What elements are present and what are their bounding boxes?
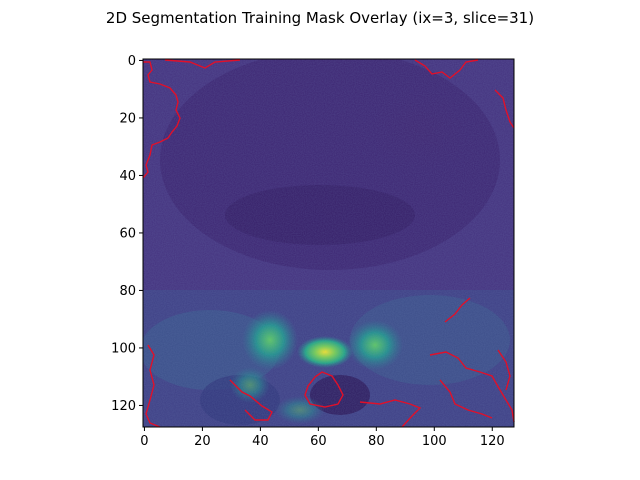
x-tick-label: 80 xyxy=(368,434,385,449)
x-axis: 0 20 40 60 80 100 120 xyxy=(140,427,505,449)
y-tick-label: 20 xyxy=(119,111,136,126)
y-tick-label: 100 xyxy=(111,341,136,356)
mri-image xyxy=(143,59,514,427)
x-tick-label: 60 xyxy=(310,434,327,449)
y-tick-label: 0 xyxy=(128,54,136,69)
y-axis: 0 20 40 60 80 100 120 xyxy=(111,54,143,414)
y-tick-label: 80 xyxy=(119,284,136,299)
x-tick-label: 100 xyxy=(422,434,447,449)
x-tick-label: 120 xyxy=(480,434,505,449)
y-tick-label: 40 xyxy=(119,169,136,184)
x-tick-label: 20 xyxy=(194,434,211,449)
y-tick-label: 120 xyxy=(111,399,136,414)
figure-title: 2D Segmentation Training Mask Overlay (i… xyxy=(105,9,535,27)
plot-frame xyxy=(142,58,515,428)
x-tick-label: 40 xyxy=(252,434,269,449)
x-tick-label: 0 xyxy=(140,434,148,449)
y-tick-label: 60 xyxy=(119,226,136,241)
mask-overlay xyxy=(142,59,515,428)
